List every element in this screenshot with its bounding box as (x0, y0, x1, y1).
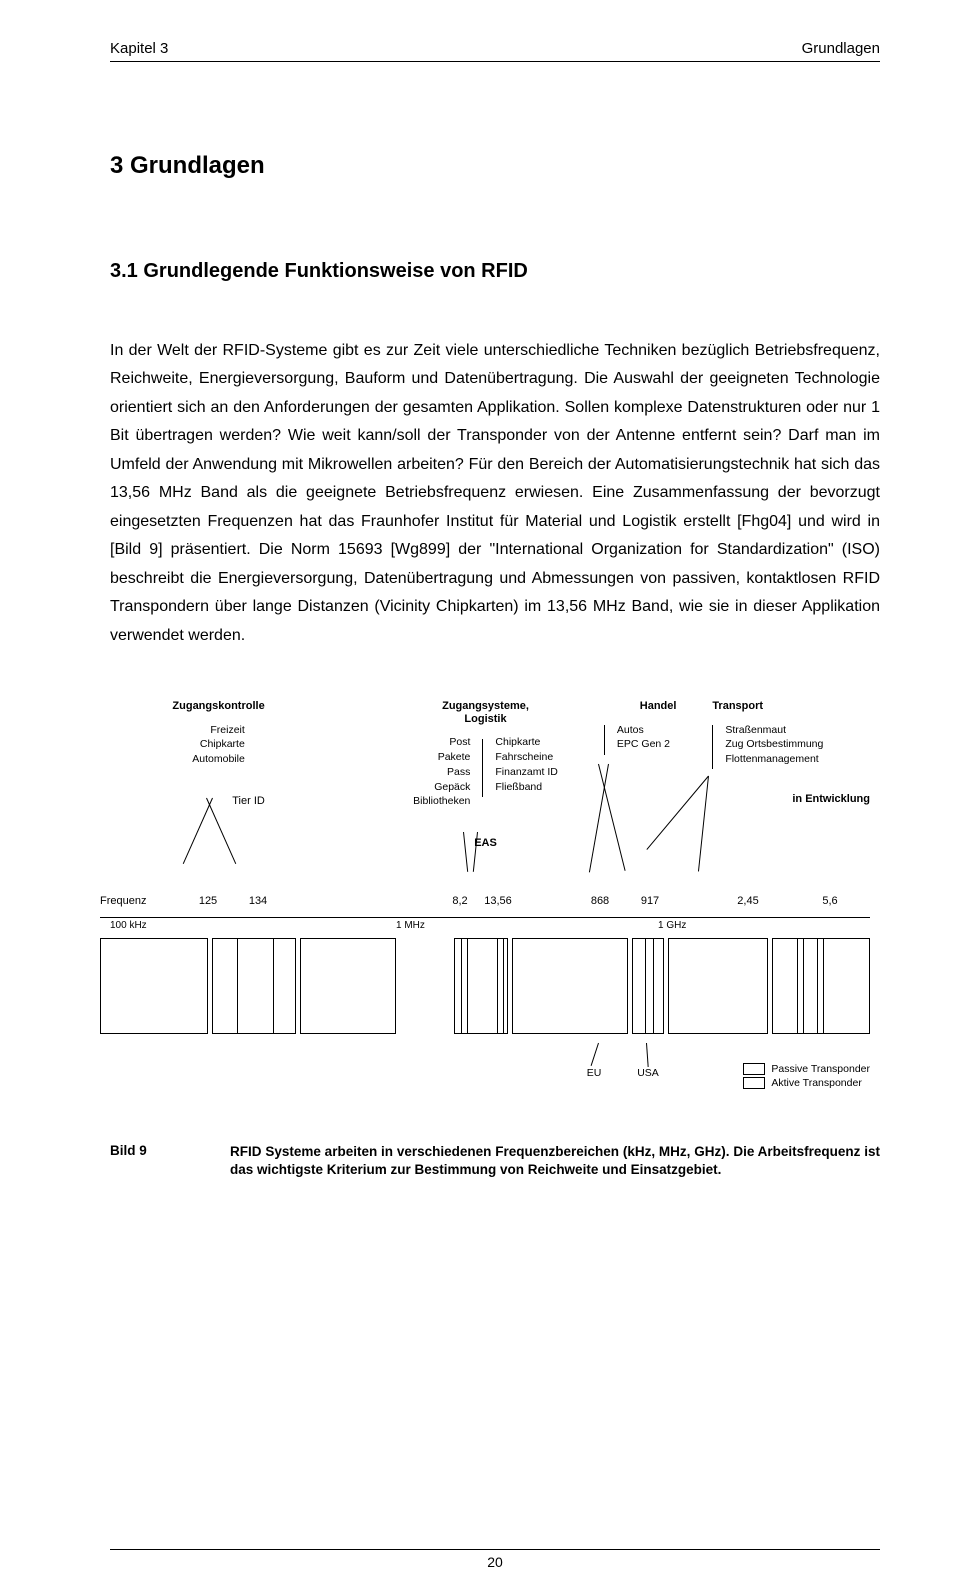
cat-transport: Transport Straßenmaut Zug Ortsbestimmung… (712, 700, 870, 805)
connector-line (598, 764, 626, 871)
legend-swatch-passive (743, 1063, 765, 1075)
tier-id-label: Tier ID (180, 795, 317, 807)
connector-line (183, 798, 213, 864)
page: Kapitel 3 Grundlagen 3 Grundlagen 3.1 Gr… (0, 0, 960, 1596)
figure-caption: Bild 9 RFID Systeme arbeiten in verschie… (110, 1143, 880, 1179)
unit-label: 1 MHz (396, 920, 425, 931)
region-eu: EU (587, 1067, 602, 1079)
page-footer: 20 (110, 1549, 880, 1570)
cat-list: Straßenmaut Zug Ortsbestimmung Flottenma… (725, 723, 823, 769)
cat-title: Transport (712, 700, 870, 713)
list-item: Flottenmanagement (725, 752, 823, 767)
freq-val: 868 (591, 895, 609, 907)
unit-label: 100 kHz (110, 920, 147, 931)
cat-title: Zugangskontrolle (120, 700, 317, 713)
band-box (512, 938, 628, 1034)
freq-val: 125 (199, 895, 217, 907)
list-item: Straßenmaut (725, 723, 823, 738)
section-heading: 3.1 Grundlegende Funktionsweise von RFID (110, 260, 880, 283)
band-box (668, 938, 768, 1034)
band-box (772, 938, 870, 1034)
connector-line (206, 798, 236, 864)
region-usa: USA (637, 1067, 659, 1079)
list-item: Autos (617, 723, 670, 738)
band-box (100, 938, 208, 1034)
page-number: 20 (110, 1554, 880, 1570)
rfid-frequency-diagram: Zugangskontrolle Freizeit Chipkarte Auto… (100, 700, 870, 1083)
band-box (212, 938, 296, 1034)
cat-logistik: Zugangsysteme, Logistik Post Pakete Pass… (377, 700, 594, 849)
band-box (632, 938, 664, 1034)
frequency-row: Frequenz 125 134 8,2 13,56 868 917 2,45 … (100, 895, 870, 911)
list-item: Chipkarte (495, 735, 557, 750)
list-item: Gepäck (413, 780, 470, 795)
list-item: Pakete (413, 750, 470, 765)
band-box (454, 938, 508, 1034)
bands-row: 100 kHz 1 MHz 1 GHz (100, 917, 870, 1037)
running-head-right: Grundlagen (802, 40, 880, 57)
connector-line (647, 776, 709, 850)
cat-zugangskontrolle: Zugangskontrolle Freizeit Chipkarte Auto… (120, 700, 317, 807)
body-paragraph: In der Welt der RFID-Systeme gibt es zur… (110, 337, 880, 650)
legend-label: Aktive Transponder (771, 1077, 861, 1089)
divider (712, 725, 713, 769)
cat-list: Autos EPC Gen 2 (617, 723, 670, 755)
list-item: Bibliotheken (413, 794, 470, 809)
caption-text: RFID Systeme arbeiten in verschiedenen F… (230, 1143, 880, 1179)
freq-val: 917 (641, 895, 659, 907)
diagram-categories: Zugangskontrolle Freizeit Chipkarte Auto… (100, 700, 870, 849)
cat-title: Handel (604, 700, 712, 713)
legend-row: Aktive Transponder (743, 1077, 870, 1089)
list-item: Fahrscheine (495, 750, 557, 765)
cat-handel: Handel Autos EPC Gen 2 (604, 700, 712, 755)
connector-line (646, 1043, 649, 1067)
freq-val: 2,45 (737, 895, 758, 907)
legend-row: Passive Transponder (743, 1063, 870, 1075)
legend-label: Passive Transponder (771, 1063, 870, 1075)
list-item: Finanzamt ID (495, 765, 557, 780)
legend-swatch-active (743, 1077, 765, 1089)
cat-list: Chipkarte Fahrscheine Finanzamt ID Fließ… (495, 735, 557, 808)
eas-label: EAS (377, 837, 594, 849)
cat-list: Freizeit Chipkarte Automobile (192, 723, 245, 767)
list-item: Zug Ortsbestimmung (725, 737, 823, 752)
freq-val: 5,6 (822, 895, 837, 907)
cat-title: Zugangsysteme, Logistik (377, 700, 594, 725)
list-item: Chipkarte (192, 737, 245, 752)
list-item: Post (413, 735, 470, 750)
legend: Passive Transponder Aktive Transponder (743, 1061, 870, 1089)
caption-label: Bild 9 (110, 1143, 170, 1179)
in-entwicklung-label: in Entwicklung (712, 793, 870, 805)
frequency-row-label: Frequenz (100, 895, 174, 911)
list-item: Freizeit (192, 723, 245, 738)
freq-val: 8,2 (452, 895, 467, 907)
running-head: Kapitel 3 Grundlagen (110, 40, 880, 57)
header-rule (110, 61, 880, 62)
band-box (300, 938, 396, 1034)
divider (482, 739, 483, 797)
divider (604, 725, 605, 755)
unit-label: 1 GHz (658, 920, 686, 931)
running-head-left: Kapitel 3 (110, 40, 168, 57)
footer-rule (110, 1549, 880, 1550)
list-item: EPC Gen 2 (617, 737, 670, 752)
list-item: Fließband (495, 780, 557, 795)
chapter-heading: 3 Grundlagen (110, 152, 880, 180)
list-item: Automobile (192, 752, 245, 767)
list-item: Pass (413, 765, 470, 780)
region-row: EU USA Passive Transponder Aktive Transp… (100, 1067, 870, 1083)
freq-val: 134 (249, 895, 267, 907)
freq-val: 13,56 (484, 895, 512, 907)
connector-line (591, 1043, 599, 1066)
cat-list: Post Pakete Pass Gepäck Bibliotheken (413, 735, 470, 808)
connector-line (698, 776, 709, 872)
